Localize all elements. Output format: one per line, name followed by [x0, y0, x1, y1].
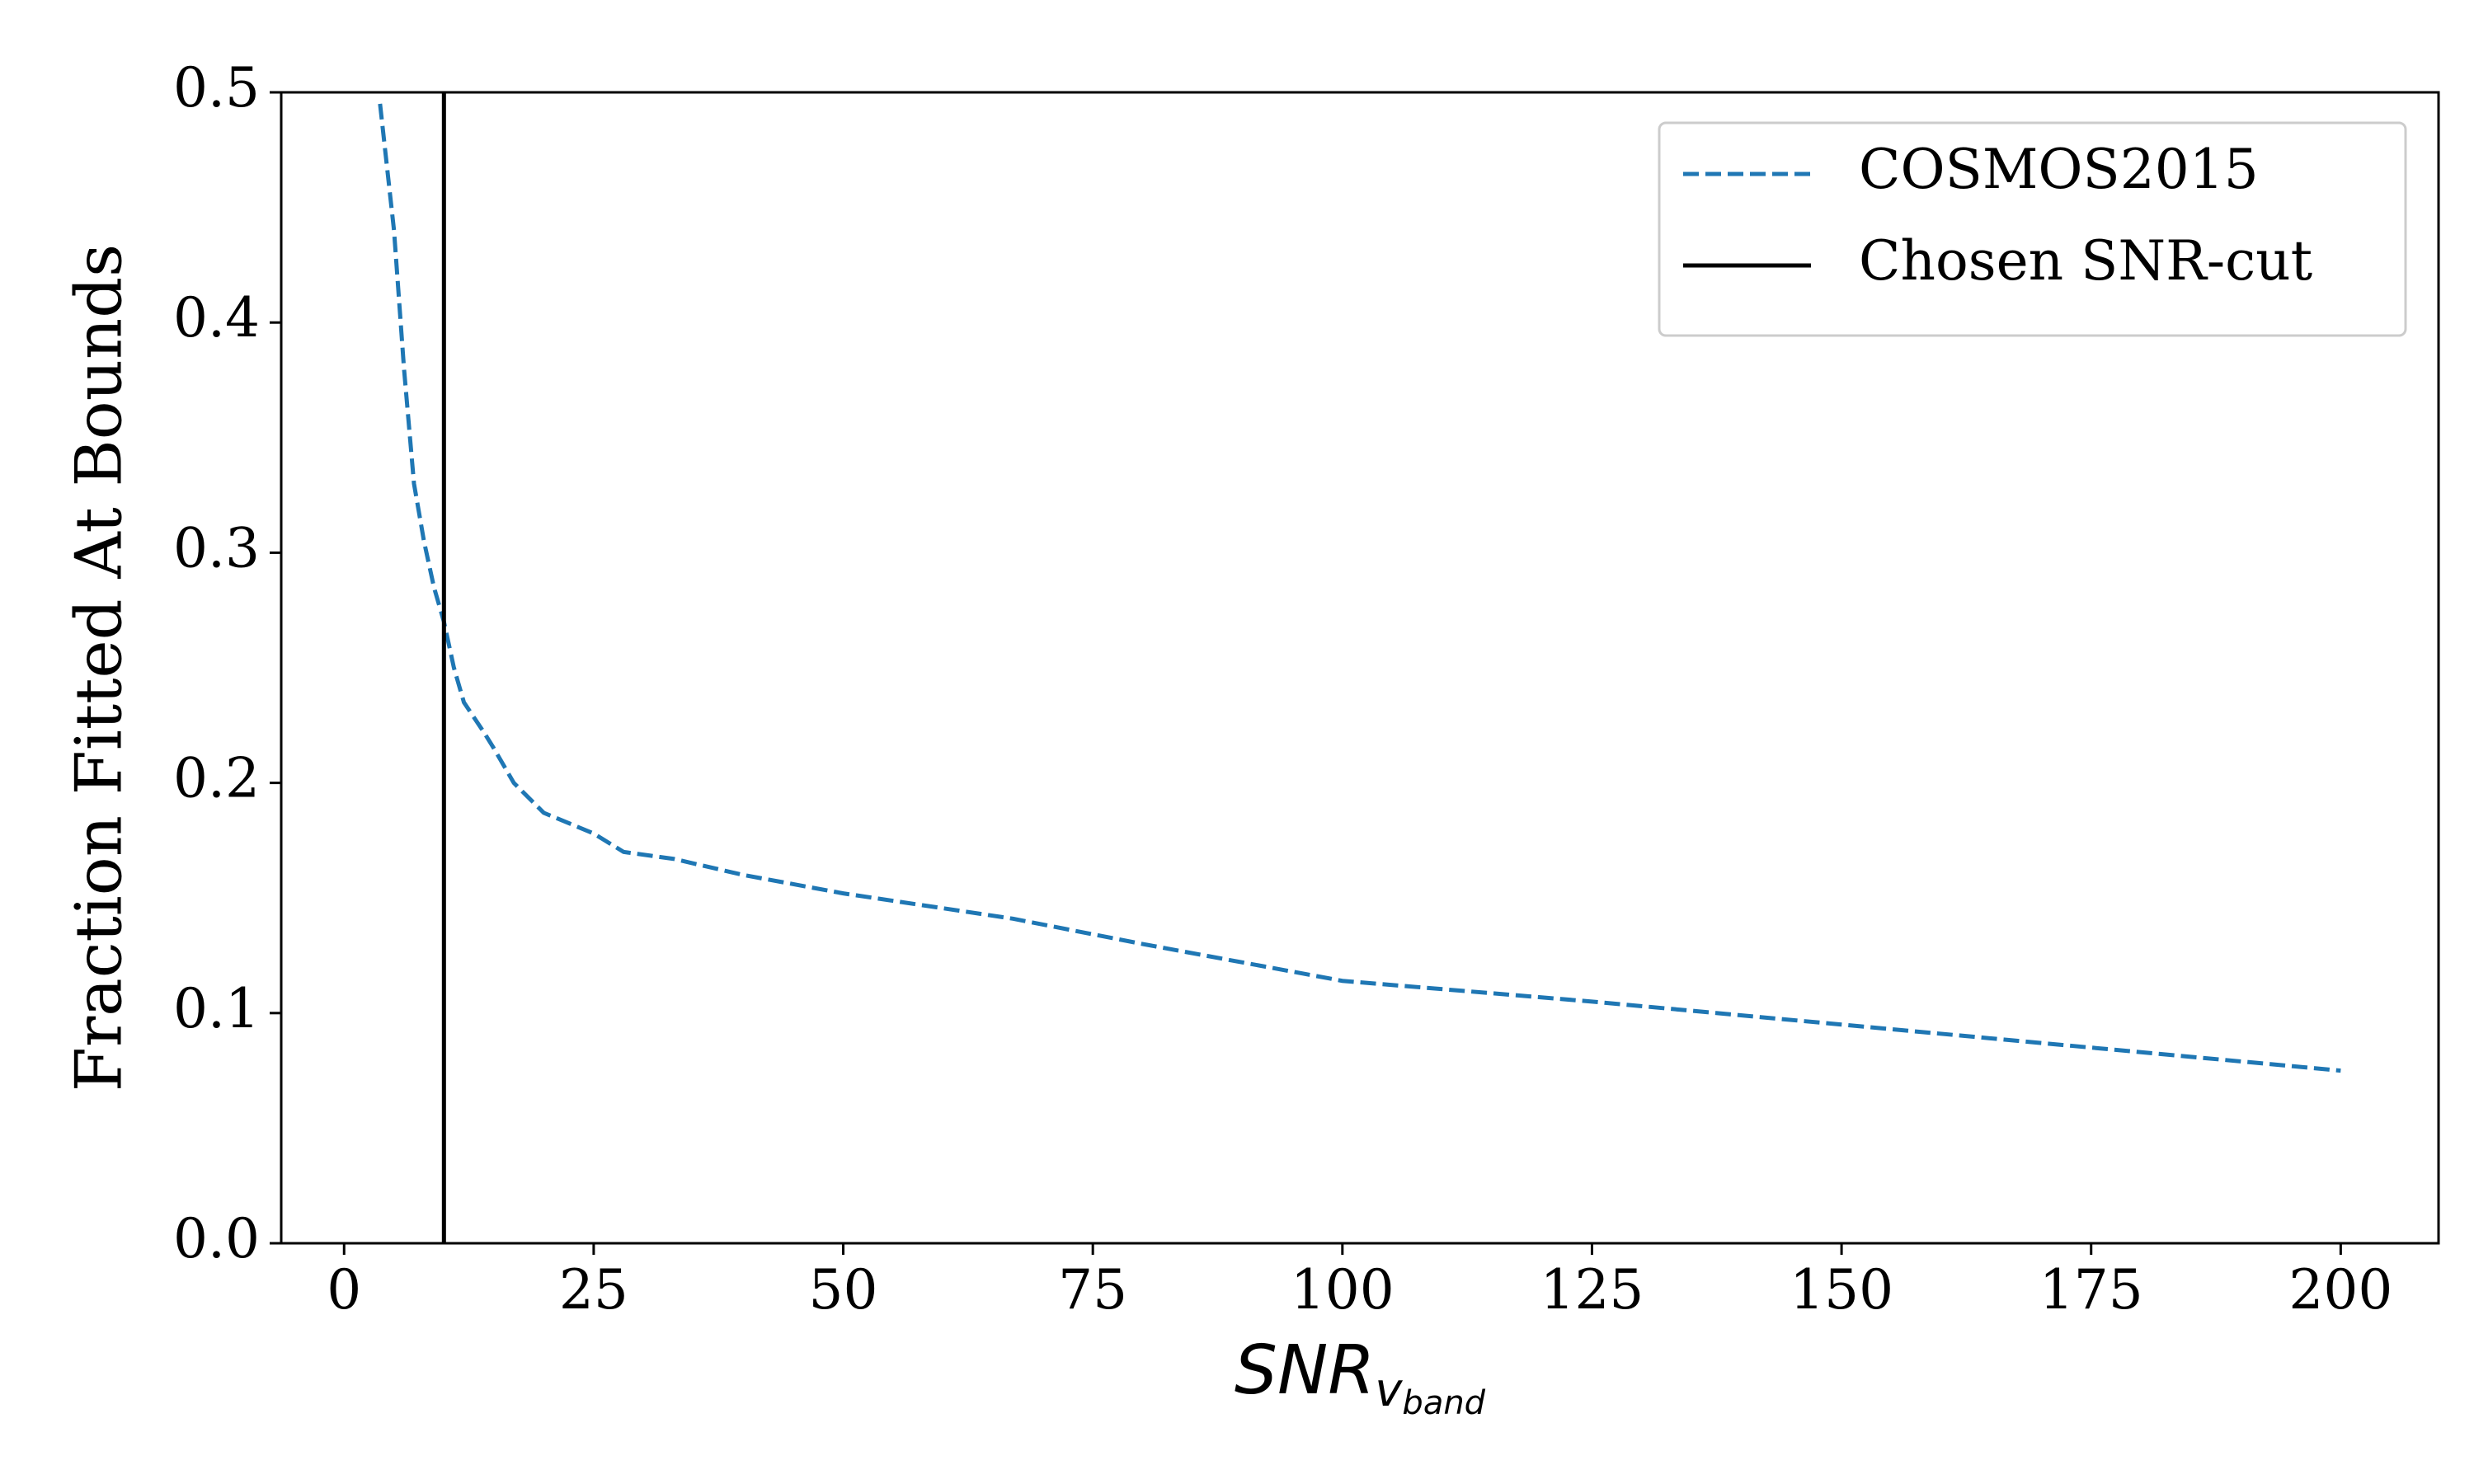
plot-area — [378, 92, 2341, 1243]
x-tick-label: 150 — [1790, 1258, 1893, 1322]
legend-label: COSMOS2015 — [1859, 138, 2259, 201]
x-tick-label: 0 — [327, 1258, 361, 1322]
y-tick-label: 0.3 — [173, 516, 260, 580]
plot-frame — [280, 91, 2440, 1245]
x-tick-label: 175 — [2039, 1258, 2143, 1322]
x-tick-label: 100 — [1291, 1258, 1395, 1322]
x-tick-label: 125 — [1540, 1258, 1644, 1322]
legend: COSMOS2015 Chosen SNR-cut — [1658, 121, 2407, 337]
data-line — [378, 103, 2341, 1073]
x-label-main: SNR — [1235, 1331, 1375, 1410]
y-tick-label: 0.2 — [173, 747, 260, 810]
y-tick-label: 0.0 — [173, 1207, 260, 1270]
x-axis-label: SNRvband — [1235, 1331, 1486, 1422]
legend-frame — [1658, 121, 2407, 337]
y-tick-label: 0.4 — [173, 286, 260, 350]
x-tick-label: 25 — [559, 1258, 628, 1322]
y-tick-label: 0.1 — [173, 977, 260, 1040]
y-axis-label: Fraction Fitted At Bounds — [63, 244, 137, 1092]
legend-label: Chosen SNR-cut — [1859, 229, 2312, 293]
x-label-sub: v — [1375, 1364, 1403, 1417]
x-label-subsub: band — [1402, 1384, 1485, 1422]
y-tick-label: 0.5 — [173, 56, 260, 120]
x-tick-label: 50 — [809, 1258, 878, 1322]
x-tick-label: 75 — [1058, 1258, 1127, 1322]
x-tick-label: 200 — [2288, 1258, 2392, 1322]
